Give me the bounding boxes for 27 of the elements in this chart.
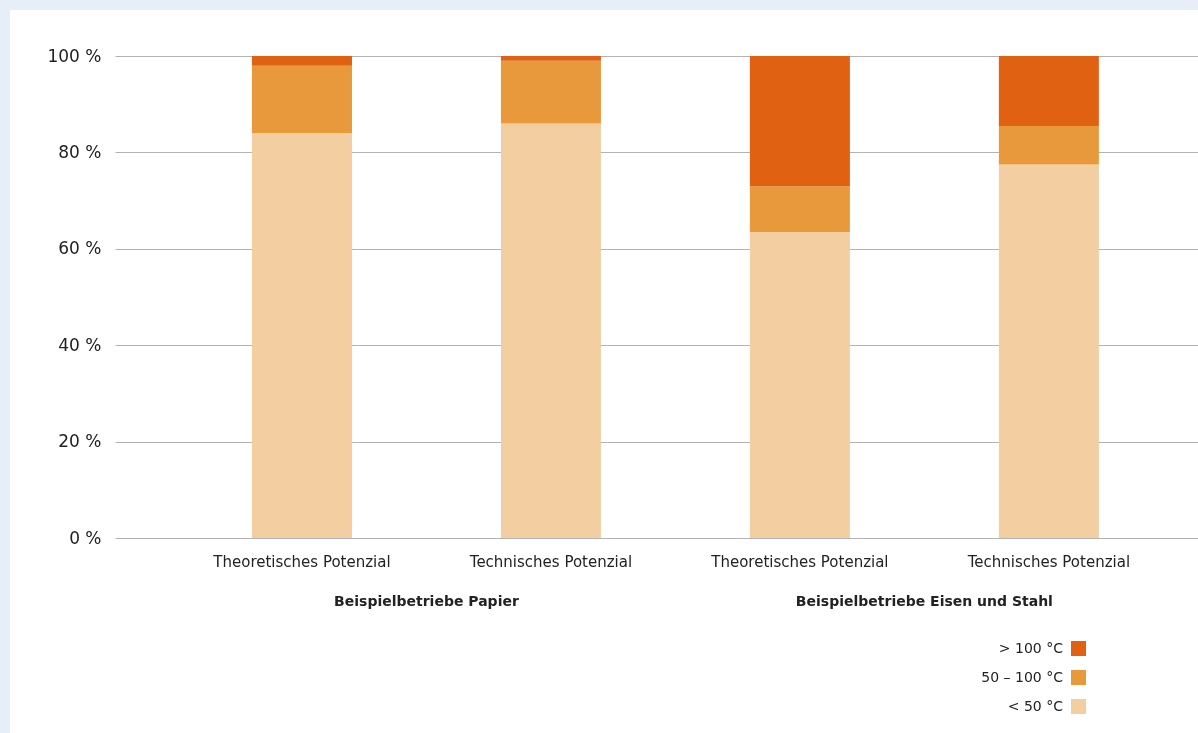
bar (500, 56, 601, 61)
bar (998, 125, 1099, 165)
bar (749, 56, 850, 187)
x-tick-label: Technisches Potenzial (468, 552, 633, 571)
bar (998, 164, 1099, 538)
y-tick-label: 40 % (58, 334, 102, 355)
y-tick-label: 20 % (58, 431, 102, 452)
y-tick-label: 80 % (58, 141, 102, 162)
y-tick-label: 100 % (47, 45, 102, 66)
bar (749, 186, 850, 232)
x-tick-label: Theoretisches Potenzial (710, 552, 889, 571)
legend-label: 50 – 100 °C (981, 668, 1064, 685)
y-tick-label: 60 % (58, 238, 102, 259)
x-tick-label: Theoretisches Potenzial (212, 552, 391, 571)
text: Beispielbetriebe Eisen und Stahl (795, 593, 1053, 609)
bar (251, 56, 352, 66)
bar (500, 123, 601, 538)
bar (998, 56, 1099, 126)
text: Beispielbetriebe Papier (334, 593, 519, 609)
bar (500, 60, 601, 124)
bar (749, 231, 850, 538)
legend-label: < 50 °C (1007, 697, 1064, 714)
bar (251, 65, 352, 134)
x-tick-label: Technisches Potenzial (966, 552, 1131, 571)
bar (251, 133, 352, 538)
legend-label: > 100 °C (998, 639, 1064, 656)
y-tick-label: 0 % (69, 527, 102, 548)
